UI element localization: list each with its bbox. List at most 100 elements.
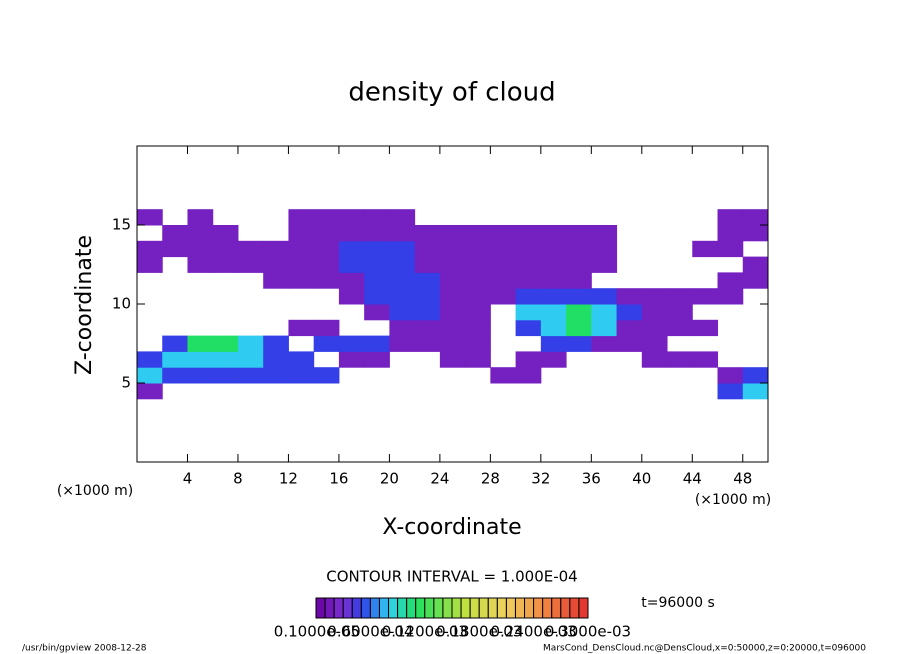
cell [389, 209, 416, 226]
cell [237, 335, 264, 352]
cell [288, 225, 315, 242]
cell [465, 335, 491, 352]
field [137, 209, 769, 400]
cell [187, 367, 214, 384]
colorbar-swatch [369, 597, 380, 619]
cell [566, 335, 592, 352]
cell [692, 351, 719, 368]
cell [187, 335, 214, 352]
cell [717, 240, 744, 258]
cell [717, 367, 744, 384]
cell [187, 351, 214, 368]
colorbar-swatch [478, 597, 489, 619]
colorbar-swatch [505, 597, 516, 619]
cell [364, 272, 390, 289]
cell [137, 351, 163, 368]
cell [465, 256, 491, 273]
cell [566, 256, 592, 273]
cell [667, 319, 693, 337]
cell [692, 240, 719, 258]
cell [237, 256, 264, 273]
cell [591, 304, 618, 321]
cell [540, 351, 567, 368]
cell [515, 240, 542, 258]
cell [364, 225, 390, 242]
cell [237, 367, 264, 384]
cell [540, 288, 567, 305]
cell [540, 304, 567, 321]
x-tick-label: 20 [380, 470, 399, 488]
cell [364, 335, 390, 352]
cell [313, 225, 340, 242]
cell [162, 240, 188, 258]
cell [389, 319, 416, 337]
cell [389, 304, 416, 321]
cell [439, 256, 466, 273]
cell [540, 225, 567, 242]
colorbar-swatch [551, 597, 562, 619]
cell [313, 319, 340, 337]
cell [414, 288, 441, 305]
cell [465, 351, 491, 368]
x-tick-label: 32 [531, 470, 550, 488]
cell [187, 256, 214, 273]
colorbar-swatch [406, 597, 417, 619]
y-tick-label: 15 [112, 216, 131, 234]
cell [414, 225, 441, 242]
colorbar-swatch [324, 597, 335, 619]
cell [641, 319, 668, 337]
colorbar-swatch [533, 597, 544, 619]
colorbar-swatch [433, 597, 444, 619]
colorbar-tick-label: 0.1800e-03 [436, 623, 522, 641]
cell [237, 351, 264, 368]
cell [490, 367, 517, 384]
cell [742, 209, 769, 226]
cell [515, 304, 542, 321]
x-tick-label: 36 [582, 470, 601, 488]
cell [439, 240, 466, 258]
cell [742, 225, 769, 242]
cell [490, 256, 517, 273]
x-tick-label: 8 [233, 470, 243, 488]
cell [515, 272, 542, 289]
x-tick-label: 44 [683, 470, 702, 488]
cell [288, 209, 315, 226]
cell [515, 288, 542, 305]
y-axis-label: Z-coordinate [72, 235, 97, 375]
cell [162, 335, 188, 352]
cell [389, 225, 416, 242]
cell [237, 240, 264, 258]
cell [338, 225, 365, 242]
colorbar-swatch [442, 597, 453, 619]
colorbar-swatch [360, 597, 371, 619]
cell [515, 367, 542, 384]
cell [338, 240, 365, 258]
cell [263, 351, 289, 368]
colorbar-swatch [487, 597, 498, 619]
cell [566, 288, 592, 305]
cell [338, 351, 365, 368]
cell [465, 304, 491, 321]
cell [465, 225, 491, 242]
x-tick-label: 4 [183, 470, 193, 488]
cell [414, 256, 441, 273]
x-unit-label: (×1000 m) [695, 492, 771, 508]
cell [641, 351, 668, 368]
cell [566, 304, 592, 321]
cell [414, 319, 441, 337]
cell [288, 351, 315, 368]
cell [439, 272, 466, 289]
footer-right: MarsCond_DensCloud.nc@DensCloud,x=0:5000… [543, 644, 866, 654]
colorbar-tick-label: 0.2400e-03 [490, 623, 576, 641]
x-tick-label: 40 [632, 470, 651, 488]
cell [566, 272, 592, 289]
cell [540, 335, 567, 352]
cell [439, 304, 466, 321]
colorbar-tick-label: 0.1000e-05 [274, 623, 360, 641]
cell [667, 351, 693, 368]
colorbar-swatch [514, 597, 526, 619]
colorbar-swatch [378, 597, 390, 619]
cell [515, 351, 542, 368]
cell [717, 272, 744, 289]
cell [439, 335, 466, 352]
